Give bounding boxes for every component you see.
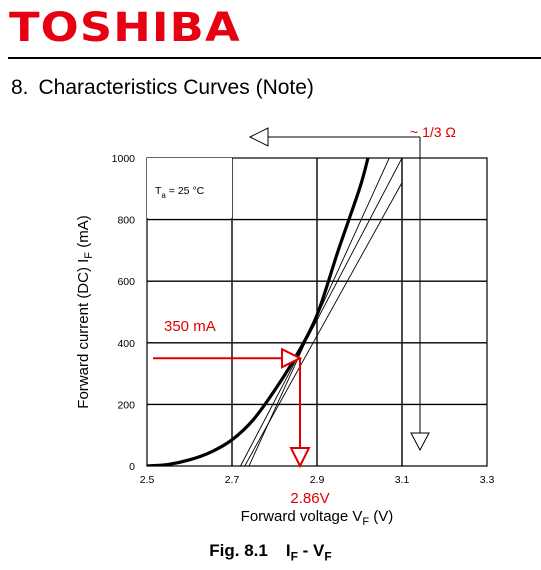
resistance-label: ~ 1/3 Ω: [410, 124, 456, 140]
section-number: 8.: [11, 76, 29, 99]
y-tick-label: 800: [117, 215, 135, 227]
series-line-if-vf: [147, 158, 370, 466]
x-axis-title: Forward voltage VF (V): [241, 508, 394, 528]
condition-label: Ta = 25 °C: [155, 185, 205, 200]
axis-ticks: 2.5 2.7 2.9 3.1 3.3 0 200 400 600 800 1000: [112, 153, 495, 486]
section-heading: 8. Characteristics Curves (Note): [11, 75, 314, 101]
y-tick-label: 400: [117, 338, 135, 350]
x-tick-label: 2.9: [310, 474, 325, 486]
resistance-arrow: [248, 127, 430, 452]
tangent-line: [240, 158, 403, 466]
caption-title: IF - VF: [285, 541, 332, 564]
y-tick-label: 600: [117, 276, 135, 288]
toshiba-logo: TOSHIBA: [9, 5, 241, 51]
y-axis-title: Forward current (DC) IF (mA): [75, 215, 95, 408]
voltage-label: 2.86V: [290, 490, 329, 507]
current-label: 350 mA: [164, 318, 216, 335]
x-tick-label: 3.3: [480, 474, 495, 486]
voltage-arrow-head: [289, 447, 311, 469]
x-tick-label: 2.5: [140, 474, 155, 486]
x-tick-label: 2.7: [225, 474, 240, 486]
current-arrow-head: [281, 347, 303, 369]
figure-caption: Fig. 8.1 IF - VF: [0, 540, 541, 567]
section-title: Characteristics Curves (Note): [38, 76, 314, 99]
operating-point-arrows: [153, 347, 311, 469]
if-vf-chart: Ta = 25 °C 2.5 2.7 2.9 3.1 3.3 0 200 400 600 800 1…: [75, 124, 495, 528]
y-tick-label: 200: [117, 399, 135, 411]
x-tick-label: 3.1: [395, 474, 410, 486]
header-divider: [8, 57, 541, 59]
y-tick-label: 1000: [112, 153, 136, 165]
y-tick-label: 0: [129, 461, 135, 473]
caption-figure-number: Fig. 8.1: [209, 541, 268, 560]
condition-box: [147, 158, 232, 218]
